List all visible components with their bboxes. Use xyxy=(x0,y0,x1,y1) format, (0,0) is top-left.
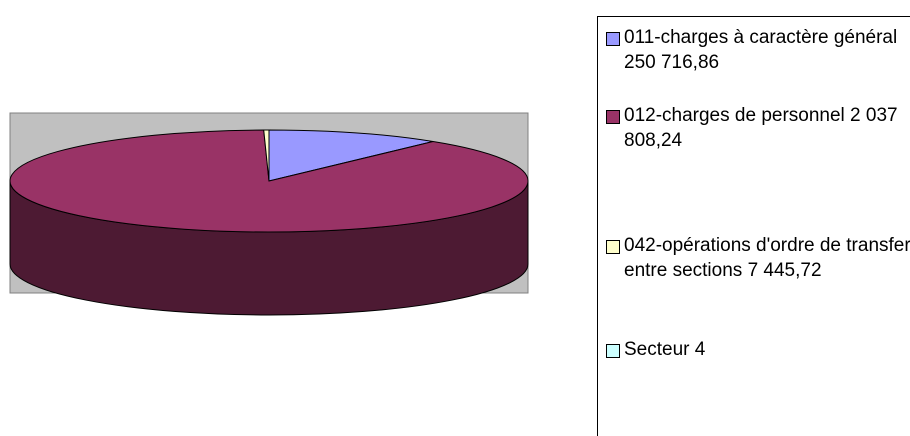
pie-slice xyxy=(268,129,434,182)
legend-item: Secteur 4 xyxy=(606,337,910,362)
pie-slice xyxy=(263,129,270,182)
legend-item: 011-charges à caractère général 250 716,… xyxy=(606,25,910,75)
legend-label: Secteur 4 xyxy=(624,339,706,360)
legend-label: 012-charges de personnel 2 037 808,24 xyxy=(624,105,898,151)
legend-swatch xyxy=(606,32,620,46)
legend-item: 012-charges de personnel 2 037 808,24 xyxy=(606,103,910,153)
legend: 011-charges à caractère général 250 716,… xyxy=(597,16,910,436)
legend-label: 042-opérations d'ordre de transfert entr… xyxy=(624,235,910,281)
legend-item: 042-opérations d'ordre de transfert entr… xyxy=(606,233,910,283)
pie-chart xyxy=(9,112,529,316)
legend-swatch xyxy=(606,240,620,254)
legend-swatch xyxy=(606,344,620,358)
legend-swatch xyxy=(606,110,620,124)
legend-label: 011-charges à caractère général 250 716,… xyxy=(624,27,898,73)
